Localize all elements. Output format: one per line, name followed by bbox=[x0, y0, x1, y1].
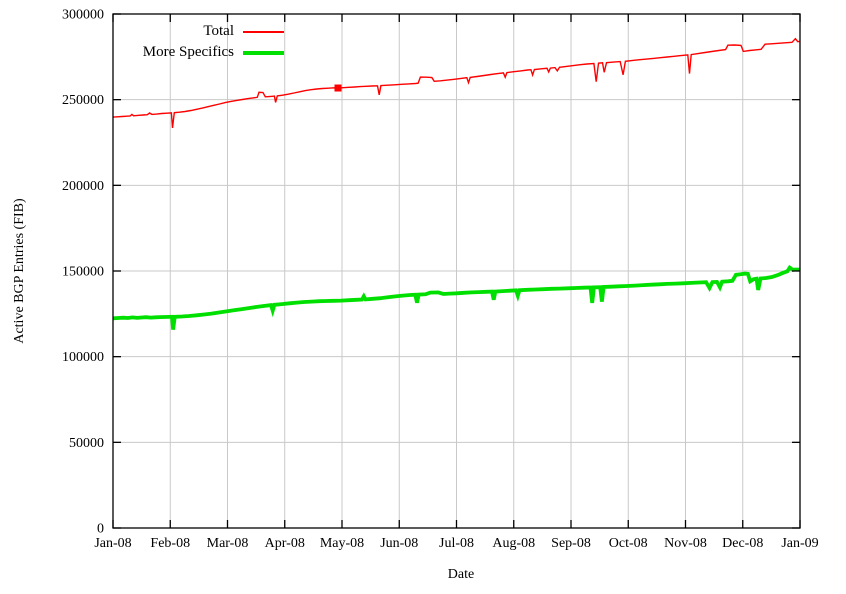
x-tick-label: May-08 bbox=[320, 536, 364, 551]
grid bbox=[112, 13, 801, 529]
data-marker-square bbox=[334, 84, 342, 92]
y-tick-label: 300000 bbox=[62, 8, 104, 23]
y-tick-label: 200000 bbox=[62, 179, 104, 194]
x-tick-label: Mar-08 bbox=[207, 536, 249, 551]
series-line-more-specifics bbox=[112, 264, 801, 330]
y-tick-label: 250000 bbox=[62, 93, 104, 108]
tick-labels: Jan-08 Feb-08 Mar-08 Apr-08 May-08 Jun-08 Jul-… bbox=[62, 8, 819, 552]
x-tick-label: Jan-09 bbox=[781, 536, 818, 551]
legend-item-more-specifics: More Specifics bbox=[126, 42, 284, 63]
legend: Total More Specifics bbox=[126, 21, 284, 63]
y-tick-label: 0 bbox=[97, 522, 104, 537]
series-line-total bbox=[112, 37, 801, 128]
y-tick-label: 100000 bbox=[62, 350, 104, 365]
x-tick-label: Aug-08 bbox=[492, 536, 535, 551]
x-axis-title: Date bbox=[447, 567, 475, 582]
legend-item-total: Total bbox=[126, 21, 284, 42]
x-tick-label: Sep-08 bbox=[551, 536, 591, 551]
y-tick-label: 150000 bbox=[62, 265, 104, 280]
x-tick-label: Nov-08 bbox=[664, 536, 707, 551]
legend-line-total-icon bbox=[243, 30, 284, 33]
x-tick-label: Jan-08 bbox=[94, 536, 131, 551]
legend-line-more-specifics-icon bbox=[243, 50, 284, 55]
x-tick-label: Dec-08 bbox=[722, 536, 763, 551]
y-tick-label: 50000 bbox=[69, 436, 104, 451]
x-tick-label: Apr-08 bbox=[265, 536, 305, 551]
axes bbox=[112, 13, 801, 529]
legend-label-total: Total bbox=[203, 23, 234, 39]
x-tick-label: Feb-08 bbox=[150, 536, 190, 551]
x-tick-label: Jul-08 bbox=[439, 536, 474, 551]
legend-label-more-specifics: More Specifics bbox=[142, 44, 234, 60]
x-tick-label: Oct-08 bbox=[609, 536, 648, 551]
x-tick-label: Jun-08 bbox=[380, 536, 418, 551]
y-axis-title: Active BGP Entries (FIB) bbox=[12, 198, 27, 344]
